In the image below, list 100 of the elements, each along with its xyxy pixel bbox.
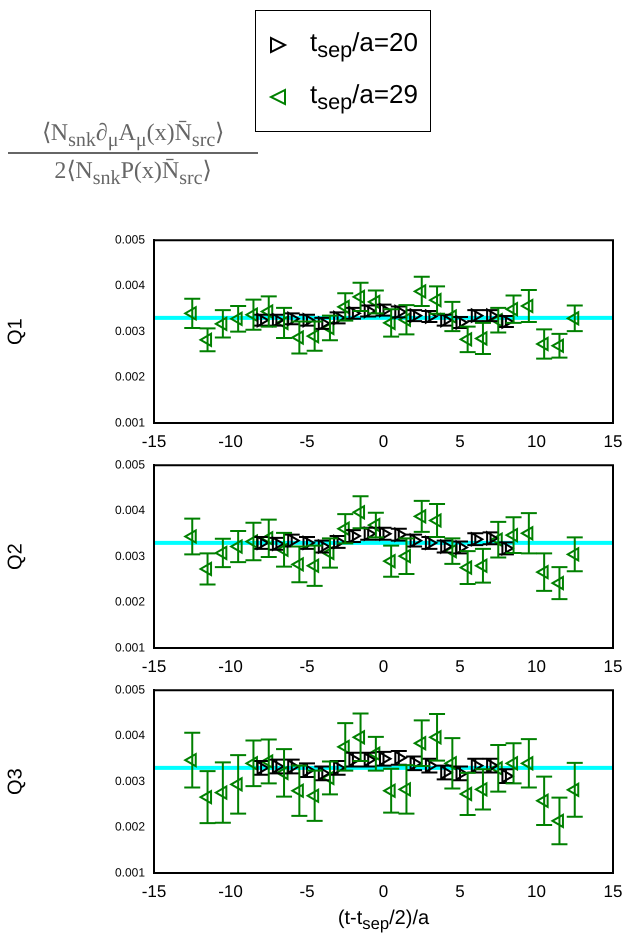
x-tick-label: 0	[378, 882, 388, 901]
point	[444, 756, 457, 770]
point	[414, 509, 426, 524]
x-tick-label: -10	[218, 882, 243, 901]
point	[429, 293, 442, 308]
point	[352, 730, 366, 744]
y-axis-title: Q2	[4, 543, 27, 570]
point	[260, 754, 274, 769]
x-tick-label: 10	[527, 432, 546, 451]
point	[276, 542, 289, 557]
point	[260, 304, 274, 319]
x-tick-label: -10	[218, 656, 243, 676]
point	[184, 753, 197, 768]
point	[566, 547, 580, 562]
point	[306, 329, 320, 344]
point	[398, 312, 411, 327]
point	[506, 302, 518, 316]
point	[306, 788, 320, 803]
point	[337, 522, 350, 536]
x-tick-label: -5	[299, 432, 315, 451]
point	[398, 549, 411, 564]
point	[322, 770, 334, 786]
point	[352, 290, 366, 304]
point	[337, 300, 350, 314]
point	[276, 766, 289, 780]
y-axis-title: Q3	[4, 768, 27, 795]
point	[368, 746, 380, 761]
point	[368, 518, 380, 532]
y-tick-label: 0.003	[114, 774, 146, 788]
point	[291, 330, 304, 345]
point	[474, 331, 488, 346]
point	[230, 312, 243, 326]
point	[551, 814, 564, 828]
point	[506, 528, 518, 542]
x-axis-title: (t-t$_{sep}$/2)/a	[336, 907, 430, 934]
point	[214, 316, 228, 331]
point	[474, 782, 488, 796]
x-tick-label: -15	[142, 656, 166, 676]
point	[245, 308, 258, 322]
point	[536, 794, 549, 808]
point	[398, 782, 411, 796]
y-tick-label: 0.003	[114, 548, 146, 563]
point	[506, 756, 518, 770]
y-tick-label: 0.001	[114, 865, 146, 880]
x-tick-label: -5	[299, 882, 315, 901]
legend-label: t$_{sep}$/a=29	[310, 78, 418, 116]
point	[490, 761, 503, 776]
point	[566, 311, 580, 326]
point	[536, 565, 549, 580]
y-tick-label: 0.004	[114, 728, 146, 742]
point	[200, 332, 212, 347]
point	[566, 782, 580, 797]
point	[414, 736, 426, 750]
point	[230, 777, 243, 792]
point	[474, 558, 488, 573]
point	[214, 546, 228, 560]
point	[520, 756, 534, 770]
point	[536, 336, 549, 351]
point	[520, 526, 534, 540]
point	[429, 730, 442, 744]
y-tick-label: 0.005	[114, 232, 146, 247]
point	[368, 294, 380, 309]
x-tick-label: 5	[455, 656, 465, 676]
x-tick-label: -10	[218, 432, 243, 451]
legend-label: t$_{sep}$/a=20	[310, 26, 418, 64]
y-tick-label: 0.003	[114, 324, 146, 338]
point	[306, 558, 320, 573]
point	[230, 539, 243, 554]
point	[200, 562, 212, 576]
y-tick-label: 0.002	[114, 594, 146, 609]
x-tick-label: 5	[455, 432, 465, 451]
point	[245, 534, 258, 549]
y-tick-label: 0.005	[114, 682, 146, 697]
y-tick-label: 0.001	[114, 415, 146, 430]
x-tick-label: -15	[142, 882, 166, 901]
y-tick-label: 0.002	[114, 820, 146, 834]
x-tick-label: 0	[378, 656, 388, 676]
point	[214, 786, 228, 800]
point	[322, 320, 334, 336]
x-tick-label: 15	[604, 432, 622, 451]
point	[551, 576, 564, 590]
point	[291, 784, 304, 798]
chart-subtitle: 2⟨N$_{snk}$P(x)N̄$_{src}$⟩	[8, 152, 258, 190]
point	[460, 332, 472, 346]
y-tick-label: 0.005	[114, 458, 146, 472]
point	[460, 786, 472, 801]
y-tick-label: 0.001	[114, 640, 146, 654]
point	[429, 513, 442, 528]
point	[291, 557, 304, 572]
point	[352, 505, 366, 520]
x-tick-label: 10	[527, 656, 546, 676]
point	[551, 338, 564, 353]
y-tick-label: 0.004	[114, 278, 146, 292]
point	[245, 756, 258, 770]
chart-title: ⟨N$_{snk}$∂$_{μ}$A$_{μ}$(x)N̄$_{src}$⟩	[42, 120, 224, 151]
point	[184, 529, 197, 544]
x-tick-label: 15	[604, 882, 622, 901]
x-tick-label: -5	[299, 656, 315, 676]
point	[460, 560, 472, 575]
x-tick-label: 15	[604, 656, 622, 676]
